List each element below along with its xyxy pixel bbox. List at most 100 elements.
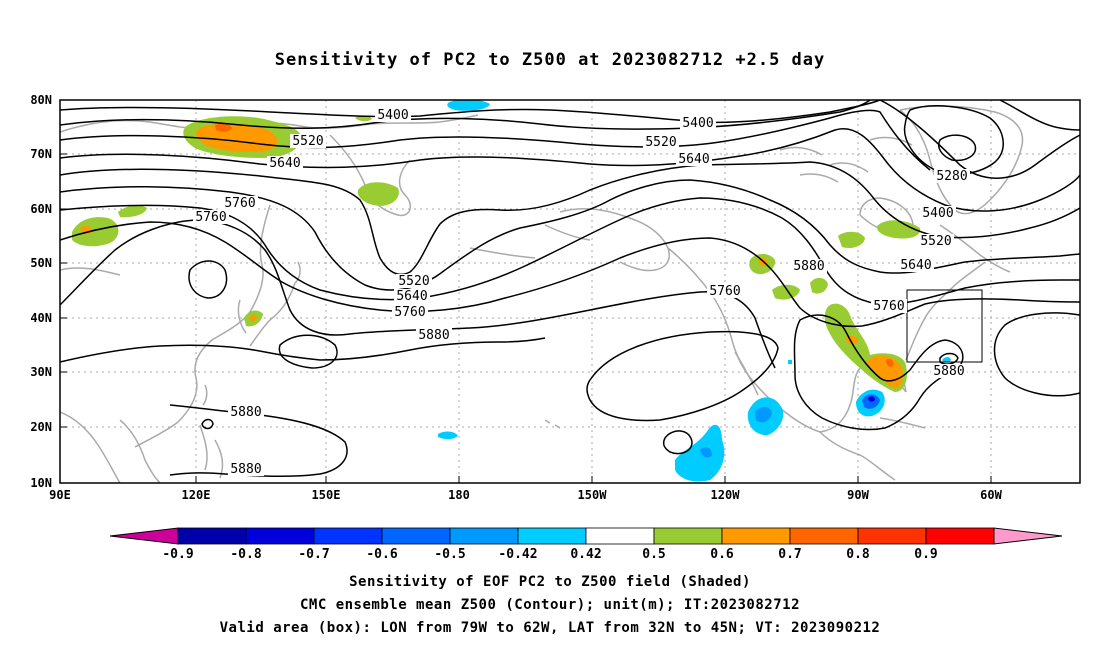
contour-line — [60, 219, 776, 369]
shade-positive-region — [249, 315, 257, 321]
contour-label-bg — [898, 258, 934, 272]
shade-positive-region — [810, 277, 828, 294]
contour-label: 5520 — [920, 234, 951, 249]
lon-tick-label: 120W — [711, 488, 741, 502]
contour-label-bg — [290, 134, 326, 148]
contour-label-bg — [375, 108, 411, 122]
lon-tick-label: 120E — [182, 488, 211, 502]
contour-label: 5640 — [396, 289, 427, 304]
colorbar-label: 0.8 — [846, 547, 870, 562]
contour-label: 5880 — [793, 259, 824, 274]
lon-tick-label: 150W — [578, 488, 608, 502]
contour-label-bg — [394, 289, 430, 303]
contour-label: 5760 — [394, 305, 425, 320]
lat-tick-label: 70N — [30, 147, 52, 161]
lon-tick-label: 90E — [49, 488, 71, 502]
contour-line — [60, 109, 931, 171]
contour-label: 5520 — [398, 274, 429, 289]
colorbar-segment — [449, 527, 519, 545]
axis-ticks — [59, 99, 992, 483]
contour-line — [201, 418, 214, 430]
contour-label-bg — [680, 116, 716, 130]
colorbar-segment — [177, 527, 247, 545]
contour-line — [938, 134, 977, 162]
colorbar-label: 0.42 — [570, 547, 601, 562]
shade-positive-region — [357, 182, 399, 206]
lat-tick-label: 30N — [30, 365, 52, 379]
contour-label-bg — [676, 152, 712, 166]
contour-label: 5640 — [900, 258, 931, 273]
colorbar-label: 0.7 — [778, 547, 801, 562]
shade-positive-region — [772, 284, 800, 300]
contour-label: 5520 — [292, 134, 323, 149]
colorbar-segment — [517, 527, 587, 545]
contour-label-bg — [416, 328, 452, 342]
lat-tick-label: 20N — [30, 420, 52, 434]
contour-label-bg — [392, 305, 428, 319]
lon-tick-label: 90W — [847, 488, 869, 502]
contour-label-bg — [267, 156, 303, 170]
map-title: Sensitivity of PC2 to Z500 at 2023082712… — [274, 50, 826, 70]
colorbar-label: -0.6 — [366, 547, 397, 562]
shade-positive-region — [215, 123, 232, 132]
contour-label: 5760 — [224, 196, 255, 211]
contour-label-bg — [222, 196, 258, 210]
contour-line — [60, 100, 871, 130]
colorbar: -0.9 -0.8 -0.7 -0.6 -0.5 -0.42 0.42 0.5 0.6 0.7 0.… — [109, 527, 1063, 562]
lat-tick-label: 60N — [30, 202, 52, 216]
colorbar-segment — [653, 527, 723, 545]
sensitivity-shading — [72, 100, 951, 482]
colorbar-label: -0.9 — [162, 547, 193, 562]
contour-label-bg — [643, 135, 679, 149]
colorbar-segment — [789, 527, 859, 545]
contour-label-bg — [871, 299, 907, 313]
contour-label: 5400 — [377, 108, 408, 123]
contour-line — [903, 105, 1004, 175]
contour-label-bg — [920, 206, 956, 220]
colorbar-segment — [925, 527, 995, 545]
shade-negative-region — [447, 100, 490, 111]
colorbar-segment — [313, 527, 383, 545]
shade-positive-region — [845, 335, 858, 345]
colorbar-segment — [585, 527, 655, 545]
lat-tick-label: 10N — [30, 476, 52, 490]
lat-tick-label: 80N — [30, 93, 52, 107]
shade-positive-region — [72, 217, 119, 247]
contour-line — [999, 100, 1080, 131]
contour-line — [879, 100, 1080, 179]
colorbar-label: 0.9 — [914, 547, 937, 562]
colorbar-label: -0.7 — [298, 547, 329, 562]
colorbar-segment — [721, 527, 791, 545]
contour-label-bg — [918, 234, 954, 248]
shade-negative-region — [942, 357, 951, 363]
contour-label-bg — [228, 462, 264, 476]
contour-label: 5880 — [418, 328, 449, 343]
caption-valid-area: Valid area (box): LON from 79W to 62W, L… — [219, 620, 881, 636]
shade-negative-region — [788, 360, 792, 364]
shade-positive-region — [886, 358, 894, 367]
lat-axis-labels: 80N 70N 60N 50N 40N 30N 20N 10N — [30, 93, 52, 490]
contour-line — [188, 260, 228, 299]
contour-line — [60, 161, 1080, 276]
shade-negative-region — [700, 447, 712, 458]
contour-label: 5400 — [922, 206, 953, 221]
shade-negative-region — [438, 431, 458, 440]
caption-contour: CMC ensemble mean Z500 (Contour); unit(m… — [299, 597, 800, 613]
shade-positive-region — [196, 123, 278, 153]
colorbar-segment — [245, 527, 315, 545]
contour-line — [60, 197, 1080, 306]
contour-line — [278, 334, 338, 369]
z500-contours — [60, 100, 1080, 478]
contour-label-bg — [707, 284, 743, 298]
contour-label: 5520 — [645, 135, 676, 150]
colorbar-label: 0.6 — [710, 547, 734, 562]
contour-label-bg — [934, 169, 970, 183]
contour-label: 5640 — [678, 152, 709, 167]
contour-label: 5880 — [230, 462, 261, 477]
shade-positive-region — [118, 205, 147, 218]
contour-line — [993, 312, 1080, 397]
contour-line — [60, 221, 1080, 328]
lat-tick-label: 50N — [30, 256, 52, 270]
